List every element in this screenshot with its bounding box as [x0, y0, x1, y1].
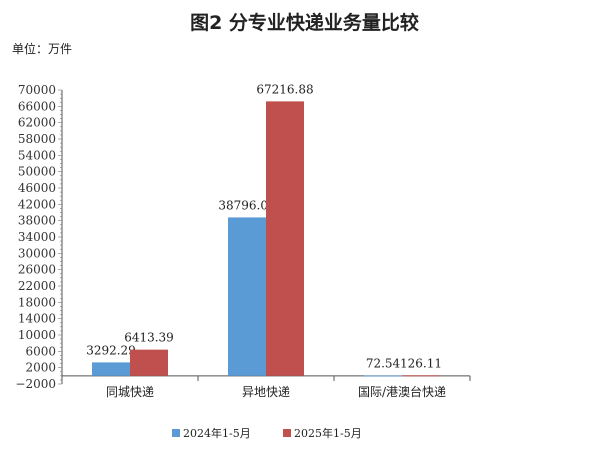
y-tick-label: 2000 — [25, 361, 56, 375]
legend-label-1: 2024年1-5月 — [183, 426, 251, 440]
y-tick-label: 14000 — [18, 312, 56, 326]
bar-2-2 — [266, 101, 304, 376]
y-tick-label: 18000 — [18, 295, 56, 309]
bar-1-2 — [228, 217, 266, 376]
y-tick-label: 38000 — [18, 214, 56, 228]
legend-swatch-1 — [172, 429, 180, 437]
y-tick-label: 58000 — [18, 132, 56, 146]
data-label: 6413.39 — [124, 331, 174, 345]
bar-1-1 — [92, 362, 130, 376]
y-tick-label: 50000 — [18, 165, 56, 179]
bar-2-3 — [402, 375, 440, 377]
y-tick-label: 66000 — [18, 99, 56, 113]
legend-swatch-2 — [283, 429, 291, 437]
chart-title: 图2 分专业快递业务量比较 — [190, 12, 419, 34]
y-tick-label: 10000 — [18, 328, 56, 342]
y-tick-label: 6000 — [25, 344, 56, 358]
legend-label-2: 2025年1-5月 — [294, 426, 362, 440]
category-label: 国际/港澳台快递 — [358, 384, 446, 399]
category-label: 异地快递 — [242, 385, 290, 399]
y-tick-label: 26000 — [18, 263, 56, 277]
y-tick-label: 42000 — [18, 197, 56, 211]
data-label: 38796.04 — [218, 198, 276, 212]
category-label: 同城快递 — [106, 385, 154, 399]
unit-label: 单位：万件 — [12, 42, 73, 56]
data-label: 3292.29 — [86, 343, 136, 357]
data-label: 72.54 — [366, 357, 401, 371]
y-tick-label: 70000 — [18, 83, 56, 97]
bar-2-1 — [130, 349, 168, 376]
y-tick-label: 22000 — [18, 279, 56, 293]
bar-1-3 — [364, 375, 402, 377]
data-label: 126.11 — [400, 356, 442, 370]
y-tick-label: 46000 — [18, 181, 56, 195]
y-tick-label: −2000 — [15, 377, 56, 391]
y-tick-label: 54000 — [18, 148, 56, 162]
y-tick-label: 62000 — [18, 116, 56, 130]
data-label: 67216.88 — [256, 82, 313, 96]
y-tick-label: 34000 — [18, 230, 56, 244]
y-tick-label: 30000 — [18, 246, 56, 260]
